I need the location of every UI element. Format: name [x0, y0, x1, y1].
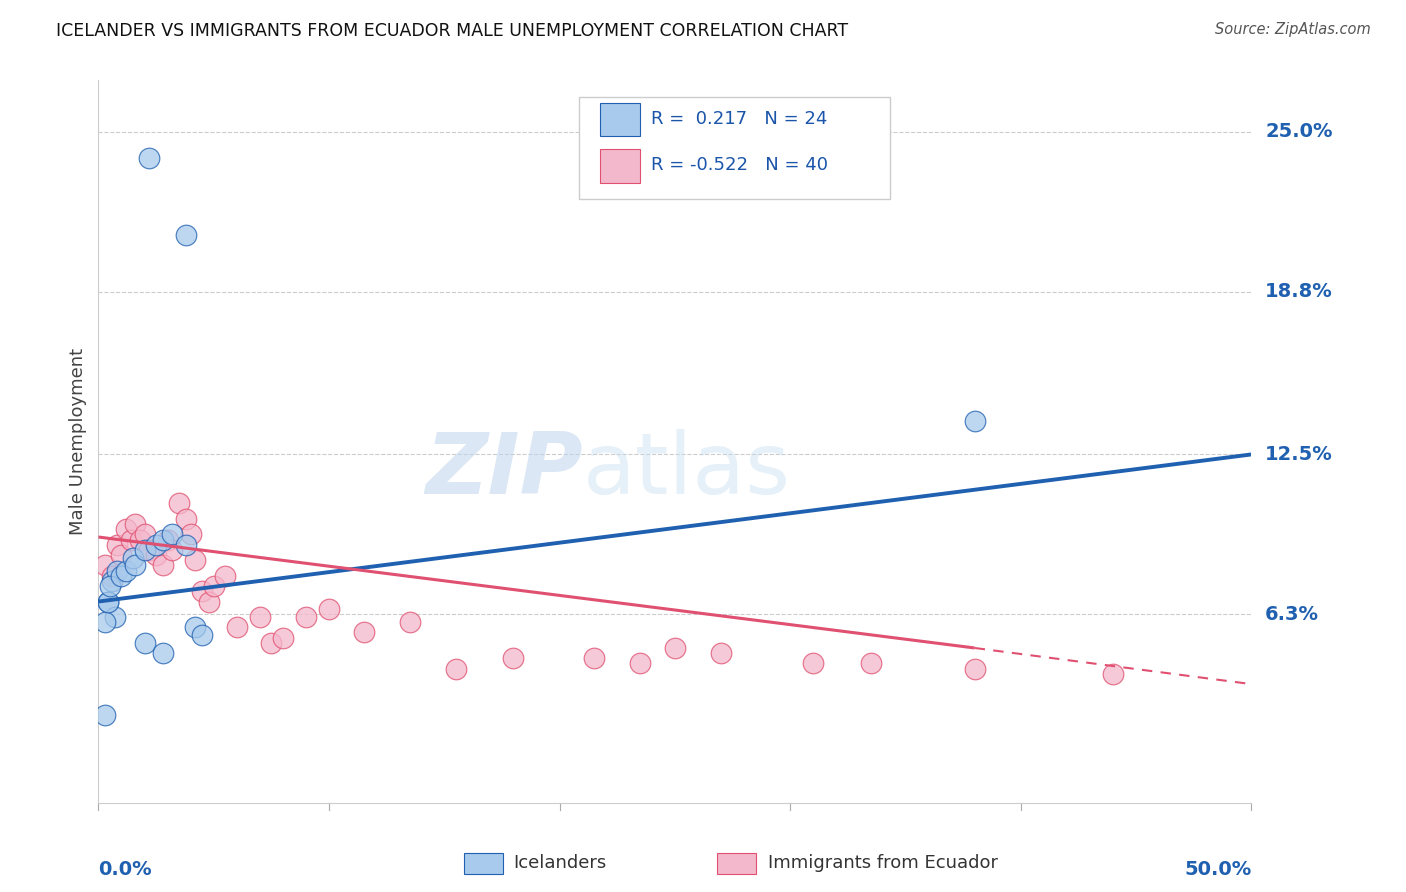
Text: 6.3%: 6.3% [1265, 605, 1319, 624]
Point [134, 527, 156, 541]
Point [710, 646, 733, 660]
Point [184, 553, 207, 567]
Point [124, 517, 146, 532]
Point [249, 610, 271, 624]
Point [124, 558, 146, 573]
Text: 12.5%: 12.5% [1265, 445, 1333, 464]
Point [184, 620, 207, 634]
Point [138, 542, 160, 557]
Point [859, 657, 882, 671]
Text: 18.8%: 18.8% [1265, 283, 1333, 301]
Point [97, 594, 120, 608]
Point [318, 602, 340, 616]
Text: R =  0.217   N = 24: R = 0.217 N = 24 [651, 110, 827, 128]
Point [191, 628, 214, 642]
Point [295, 610, 318, 624]
Point [120, 533, 142, 547]
Text: 0.0%: 0.0% [98, 860, 152, 879]
Point [198, 594, 221, 608]
Text: Icelanders: Icelanders [513, 855, 606, 872]
Point [98, 579, 121, 593]
Point [152, 533, 174, 547]
Text: ZIP: ZIP [425, 429, 582, 512]
Point [1102, 666, 1125, 681]
Text: atlas: atlas [582, 429, 790, 512]
Point [134, 636, 156, 650]
Point [101, 574, 124, 588]
Text: 50.0%: 50.0% [1184, 860, 1251, 879]
Point [101, 568, 124, 582]
Point [353, 625, 375, 640]
Point [214, 568, 236, 582]
Point [167, 496, 190, 510]
Point [138, 151, 160, 165]
Point [145, 538, 167, 552]
Point [444, 662, 467, 676]
Point [502, 651, 524, 665]
Point [963, 662, 986, 676]
Point [115, 522, 138, 536]
Point [94, 708, 117, 723]
Point [105, 538, 128, 552]
Point [94, 558, 117, 573]
Text: R = -0.522   N = 40: R = -0.522 N = 40 [651, 156, 828, 174]
Text: Source: ZipAtlas.com: Source: ZipAtlas.com [1215, 22, 1371, 37]
Point [129, 533, 152, 547]
Point [110, 568, 132, 582]
Point [202, 579, 225, 593]
Point [122, 550, 145, 565]
Point [145, 548, 167, 562]
Point [664, 640, 686, 655]
Point [97, 594, 120, 608]
Point [180, 527, 202, 541]
Point [160, 542, 183, 557]
Point [271, 631, 294, 645]
Point [398, 615, 420, 630]
Point [103, 610, 125, 624]
Point [115, 564, 138, 578]
Point [160, 527, 183, 541]
Point [583, 651, 606, 665]
Point [191, 584, 214, 599]
Text: 25.0%: 25.0% [1265, 122, 1333, 142]
Point [105, 564, 128, 578]
Text: Immigrants from Ecuador: Immigrants from Ecuador [768, 855, 998, 872]
Point [174, 538, 197, 552]
Point [260, 636, 283, 650]
Point [152, 558, 174, 573]
Point [801, 657, 824, 671]
Point [174, 512, 197, 526]
Point [628, 657, 651, 671]
Point [94, 615, 117, 630]
Point [174, 228, 197, 243]
Y-axis label: Male Unemployment: Male Unemployment [69, 348, 87, 535]
Point [152, 646, 174, 660]
Point [963, 414, 986, 428]
Point [134, 542, 156, 557]
Text: ICELANDER VS IMMIGRANTS FROM ECUADOR MALE UNEMPLOYMENT CORRELATION CHART: ICELANDER VS IMMIGRANTS FROM ECUADOR MAL… [56, 22, 848, 40]
Point [110, 548, 132, 562]
Point [156, 533, 179, 547]
Point [225, 620, 247, 634]
